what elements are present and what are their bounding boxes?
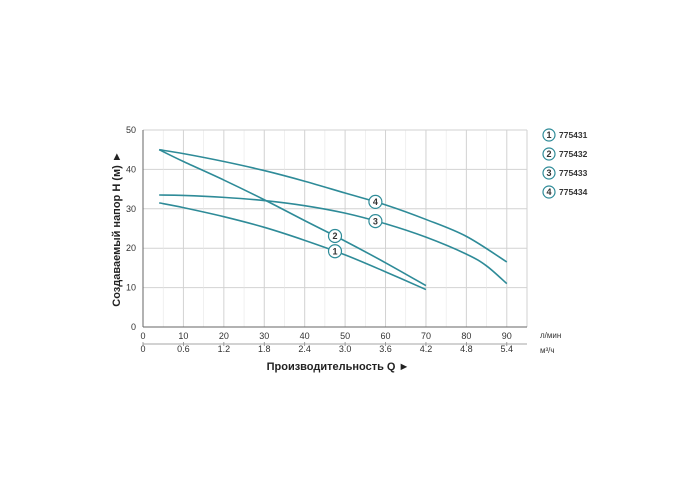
y-tick-label: 10 [126, 283, 136, 293]
x2-tick-label: 4.2 [420, 344, 433, 354]
legend-marker [542, 147, 556, 161]
x-tick-label: 80 [461, 331, 471, 341]
axes [142, 130, 527, 328]
x-tick-label: 70 [421, 331, 431, 341]
legend-entry-label: 775432 [559, 149, 588, 159]
grid [143, 129, 528, 327]
series-marker-4 [368, 194, 383, 210]
legend-marker-label: 2 [546, 149, 551, 159]
x-tick-label: 10 [178, 331, 188, 341]
series-line-4 [159, 148, 508, 263]
x2-axis-unit: м³/ч [540, 346, 555, 355]
x-tick-label: 50 [340, 331, 350, 341]
legend-entry-label: 775434 [559, 187, 588, 197]
y-tick-label: 20 [126, 243, 136, 253]
legend: 1 775431 2 775432 3 775433 4 775434 [542, 128, 588, 199]
series-line-2 [158, 148, 427, 287]
y-axis-title: Создаваемый напор H (м) ► [111, 151, 123, 306]
series-line-1 [159, 202, 427, 291]
legend-marker [542, 166, 556, 180]
series-marker-label: 1 [332, 246, 337, 256]
legend-entry-label: 775431 [559, 130, 588, 140]
series-line-3 [159, 194, 508, 285]
x-tick-label: 40 [300, 331, 310, 341]
legend-marker-label: 4 [546, 187, 551, 197]
y-tick-label: 0 [131, 322, 136, 332]
y-tick-label: 30 [126, 204, 136, 214]
series-marker-label: 4 [373, 197, 378, 207]
x2-tick-label: 1.8 [258, 344, 271, 354]
x2-tick-label: 3.6 [379, 344, 392, 354]
x2-tick-label: 4.8 [460, 344, 473, 354]
x-ticks: 0 10 20 30 40 50 60 70 80 90 [140, 331, 511, 341]
legend-marker [542, 128, 556, 142]
series-marker-1 [327, 244, 343, 259]
x2-tick-label: 1.2 [218, 344, 231, 354]
y-tick-label: 50 [126, 125, 136, 135]
legend-entry-label: 775433 [559, 168, 588, 178]
legend-marker-label: 3 [546, 168, 551, 178]
x2-tick-label: 5.4 [501, 344, 514, 354]
x2-tick-label: 2.4 [298, 344, 311, 354]
x2-ticks: 0 0.6 1.2 1.8 2.4 3.0 3.6 4.2 4.8 5.4 [140, 342, 527, 354]
series-markers: 1 2 3 4 [327, 194, 383, 259]
series-marker-label: 2 [332, 231, 337, 241]
y-ticks: 0 10 20 30 40 50 [126, 125, 136, 332]
y-tick-label: 40 [126, 164, 136, 174]
x2-tick-label: 0 [140, 344, 145, 354]
x-tick-label: 0 [140, 331, 145, 341]
legend-marker [542, 185, 556, 199]
series-marker-2 [327, 228, 343, 244]
series-marker-label: 3 [373, 216, 378, 226]
x2-tick-label: 3.0 [339, 344, 352, 354]
x-axis-unit: л/мин [540, 331, 561, 340]
x-tick-label: 90 [502, 331, 512, 341]
x-tick-label: 20 [219, 331, 229, 341]
x-tick-label: 60 [381, 331, 391, 341]
series-marker-3 [368, 214, 383, 229]
x2-tick-label: 0.6 [177, 344, 190, 354]
x-tick-label: 30 [259, 331, 269, 341]
series [158, 148, 508, 291]
x-axis-title: Производительность Q ► [267, 361, 410, 373]
legend-marker-label: 1 [546, 130, 551, 140]
